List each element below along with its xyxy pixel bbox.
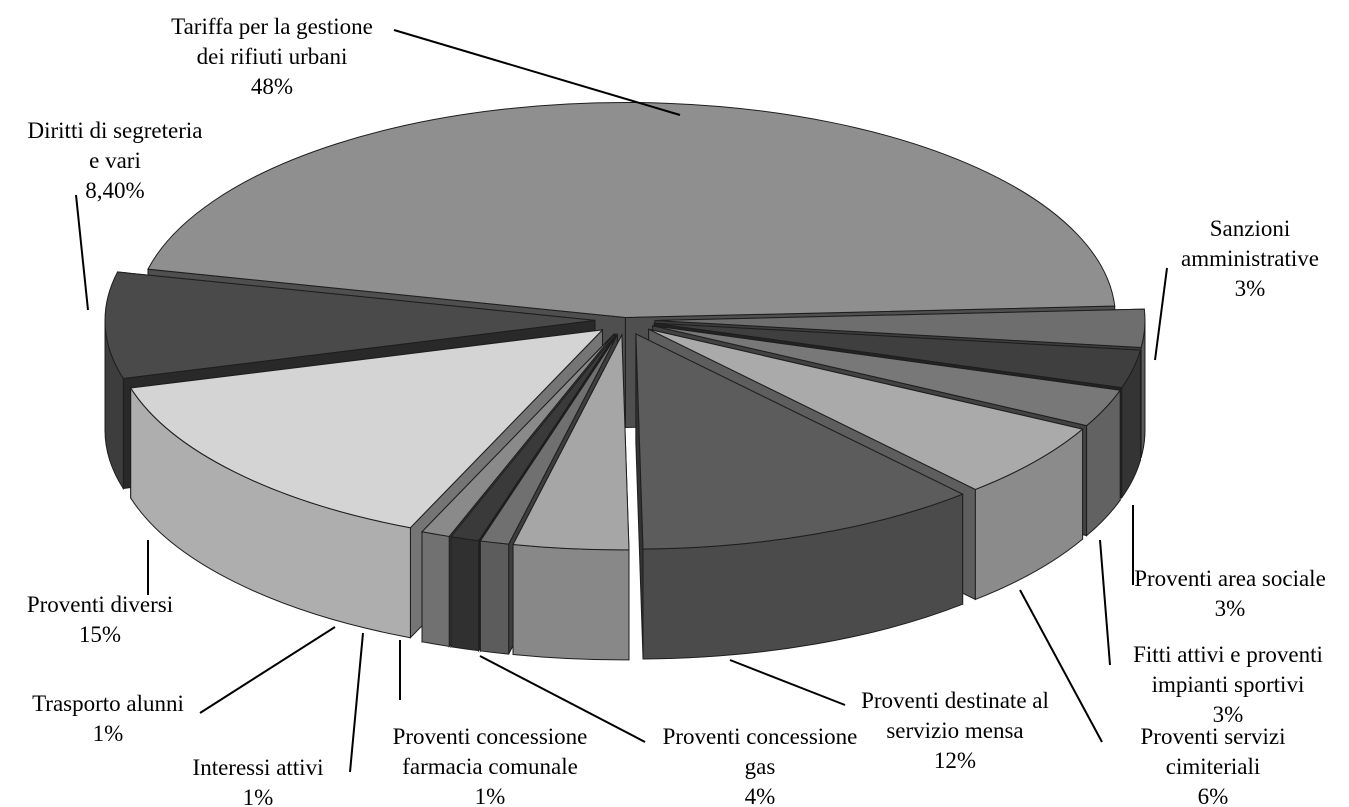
slice-label-proventi-destinate-al: Proventi destinate al servizio mensa 12% bbox=[861, 688, 1049, 773]
pie-slice-proventi-destinate-al bbox=[635, 333, 964, 550]
slice-label-proventi-concessione: Proventi concessione farmacia comunale 1% bbox=[393, 724, 588, 807]
slice-name-sanzioni: Sanzioni bbox=[1210, 216, 1291, 241]
pie-slice-proventi-concessione bbox=[479, 334, 618, 545]
slice-value-trasporto-alunni: 1% bbox=[93, 721, 124, 746]
leader-line-tariffa-per-la-gestione bbox=[393, 29, 681, 116]
slice-label-interessi-attivi: Interessi attivi 1% bbox=[193, 755, 324, 807]
slice-value-proventi-concessione: 1% bbox=[475, 784, 506, 807]
slice-value-fitti-attivi-e-proventi: 3% bbox=[1213, 702, 1244, 727]
leader-line-fitti-attivi-e-proventi bbox=[1099, 539, 1111, 666]
slice-label-diritti-di-segreteria: Diritti di segreteria e vari 8,40% bbox=[28, 118, 203, 203]
slice-name-proventi-concessione: Proventi concessione bbox=[393, 724, 588, 749]
slice-side-trasporto-alunni bbox=[421, 531, 450, 648]
slice-name-trasporto-alunni: Trasporto alunni bbox=[32, 691, 184, 716]
pie-slice-proventi-servizi bbox=[648, 328, 1084, 490]
slice-value-proventi-servizi: 6% bbox=[1198, 784, 1229, 807]
slice-name-proventi-destinate-al: servizio mensa bbox=[886, 718, 1023, 743]
slice-name-fitti-attivi-e-proventi: Fitti attivi e proventi bbox=[1133, 642, 1323, 667]
leader-line-interessi-attivi bbox=[349, 632, 364, 773]
slice-value-tariffa-per-la-gestione: 48% bbox=[251, 74, 293, 99]
slice-name-diritti-di-segreteria: e vari bbox=[89, 148, 141, 173]
pie-slice-fitti-attivi-e-proventi bbox=[652, 325, 1122, 427]
slice-name-tariffa-per-la-gestione: dei rifiuti urbani bbox=[197, 44, 348, 69]
leader-line-proventi-concessione bbox=[479, 655, 646, 743]
slice-name-proventi-destinate-al: Proventi destinate al bbox=[861, 688, 1049, 713]
slice-value-proventi-destinate-al: 12% bbox=[934, 748, 976, 773]
slice-value-interessi-attivi: 1% bbox=[243, 785, 274, 807]
leader-line-trasporto-alunni bbox=[199, 626, 336, 714]
slice-value-proventi-diversi: 15% bbox=[79, 622, 121, 647]
slice-label-sanzioni: Sanzioni amministrative 3% bbox=[1181, 216, 1319, 301]
slice-name-fitti-attivi-e-proventi: impianti sportivi bbox=[1152, 672, 1305, 697]
leader-line-diritti-di-segreteria bbox=[75, 194, 89, 311]
slice-name-diritti-di-segreteria: Diritti di segreteria bbox=[28, 118, 203, 143]
slice-side-interessi-attivi bbox=[450, 536, 480, 652]
slice-name-proventi-diversi: Proventi diversi bbox=[27, 592, 173, 617]
slice-value-sanzioni: 3% bbox=[1235, 276, 1266, 301]
slice-label-tariffa-per-la-gestione: Tariffa per la gestione dei rifiuti urban… bbox=[171, 14, 373, 99]
pie-slice-tariffa-per-la-gestione bbox=[147, 102, 1116, 319]
slice-name-interessi-attivi: Interessi attivi bbox=[193, 755, 324, 780]
leader-line-proventi-servizi bbox=[1019, 589, 1103, 743]
slice-side-proventi-concessione bbox=[512, 543, 630, 661]
slice-name-proventi-concessione: farmacia comunale bbox=[402, 754, 578, 779]
leader-line-sanzioni bbox=[1154, 267, 1168, 361]
slice-name-proventi-servizi: Proventi servizi bbox=[1141, 724, 1286, 749]
pie-slice-proventi-diversi bbox=[129, 329, 604, 529]
slice-name-tariffa-per-la-gestione: Tariffa per la gestione bbox=[171, 14, 373, 39]
slice-label-trasporto-alunni: Trasporto alunni 1% bbox=[32, 691, 184, 746]
slice-label-proventi-servizi: Proventi servizi cimiteriali 6% bbox=[1141, 724, 1286, 807]
slice-name-proventi-area-sociale: Proventi area sociale bbox=[1134, 566, 1326, 591]
pie-slice-proventi-concessione bbox=[512, 332, 630, 551]
slice-value-proventi-concessione: 4% bbox=[745, 784, 776, 807]
pie-labels: Tariffa per la gestione dei rifiuti urban… bbox=[27, 14, 1326, 807]
pie-slice-proventi-area-sociale bbox=[654, 322, 1142, 389]
pie-slice-sanzioni bbox=[654, 308, 1146, 348]
pie-slice-trasporto-alunni bbox=[421, 333, 615, 537]
pie-tops bbox=[104, 102, 1146, 551]
slice-label-fitti-attivi-e-proventi: Fitti attivi e proventi impianti sportivi… bbox=[1133, 642, 1323, 727]
pie-slice-diritti-di-segreteria bbox=[104, 271, 596, 380]
leader-line-proventi-destinate-al bbox=[729, 659, 846, 706]
slice-side-proventi-concessione bbox=[479, 540, 510, 655]
slice-label-proventi-concessione: Proventi concessione gas 4% bbox=[663, 724, 858, 807]
slice-value-proventi-area-sociale: 3% bbox=[1215, 596, 1246, 621]
slice-name-proventi-servizi: cimiteriali bbox=[1166, 754, 1261, 779]
slice-label-proventi-diversi: Proventi diversi 15% bbox=[27, 592, 173, 647]
slice-name-sanzioni: amministrative bbox=[1181, 246, 1319, 271]
slice-name-proventi-concessione: gas bbox=[745, 754, 776, 779]
pie-slice-interessi-attivi bbox=[449, 333, 617, 542]
slice-name-proventi-concessione: Proventi concessione bbox=[663, 724, 858, 749]
slice-label-proventi-area-sociale: Proventi area sociale 3% bbox=[1134, 566, 1326, 621]
slice-value-diritti-di-segreteria: 8,40% bbox=[85, 178, 144, 203]
